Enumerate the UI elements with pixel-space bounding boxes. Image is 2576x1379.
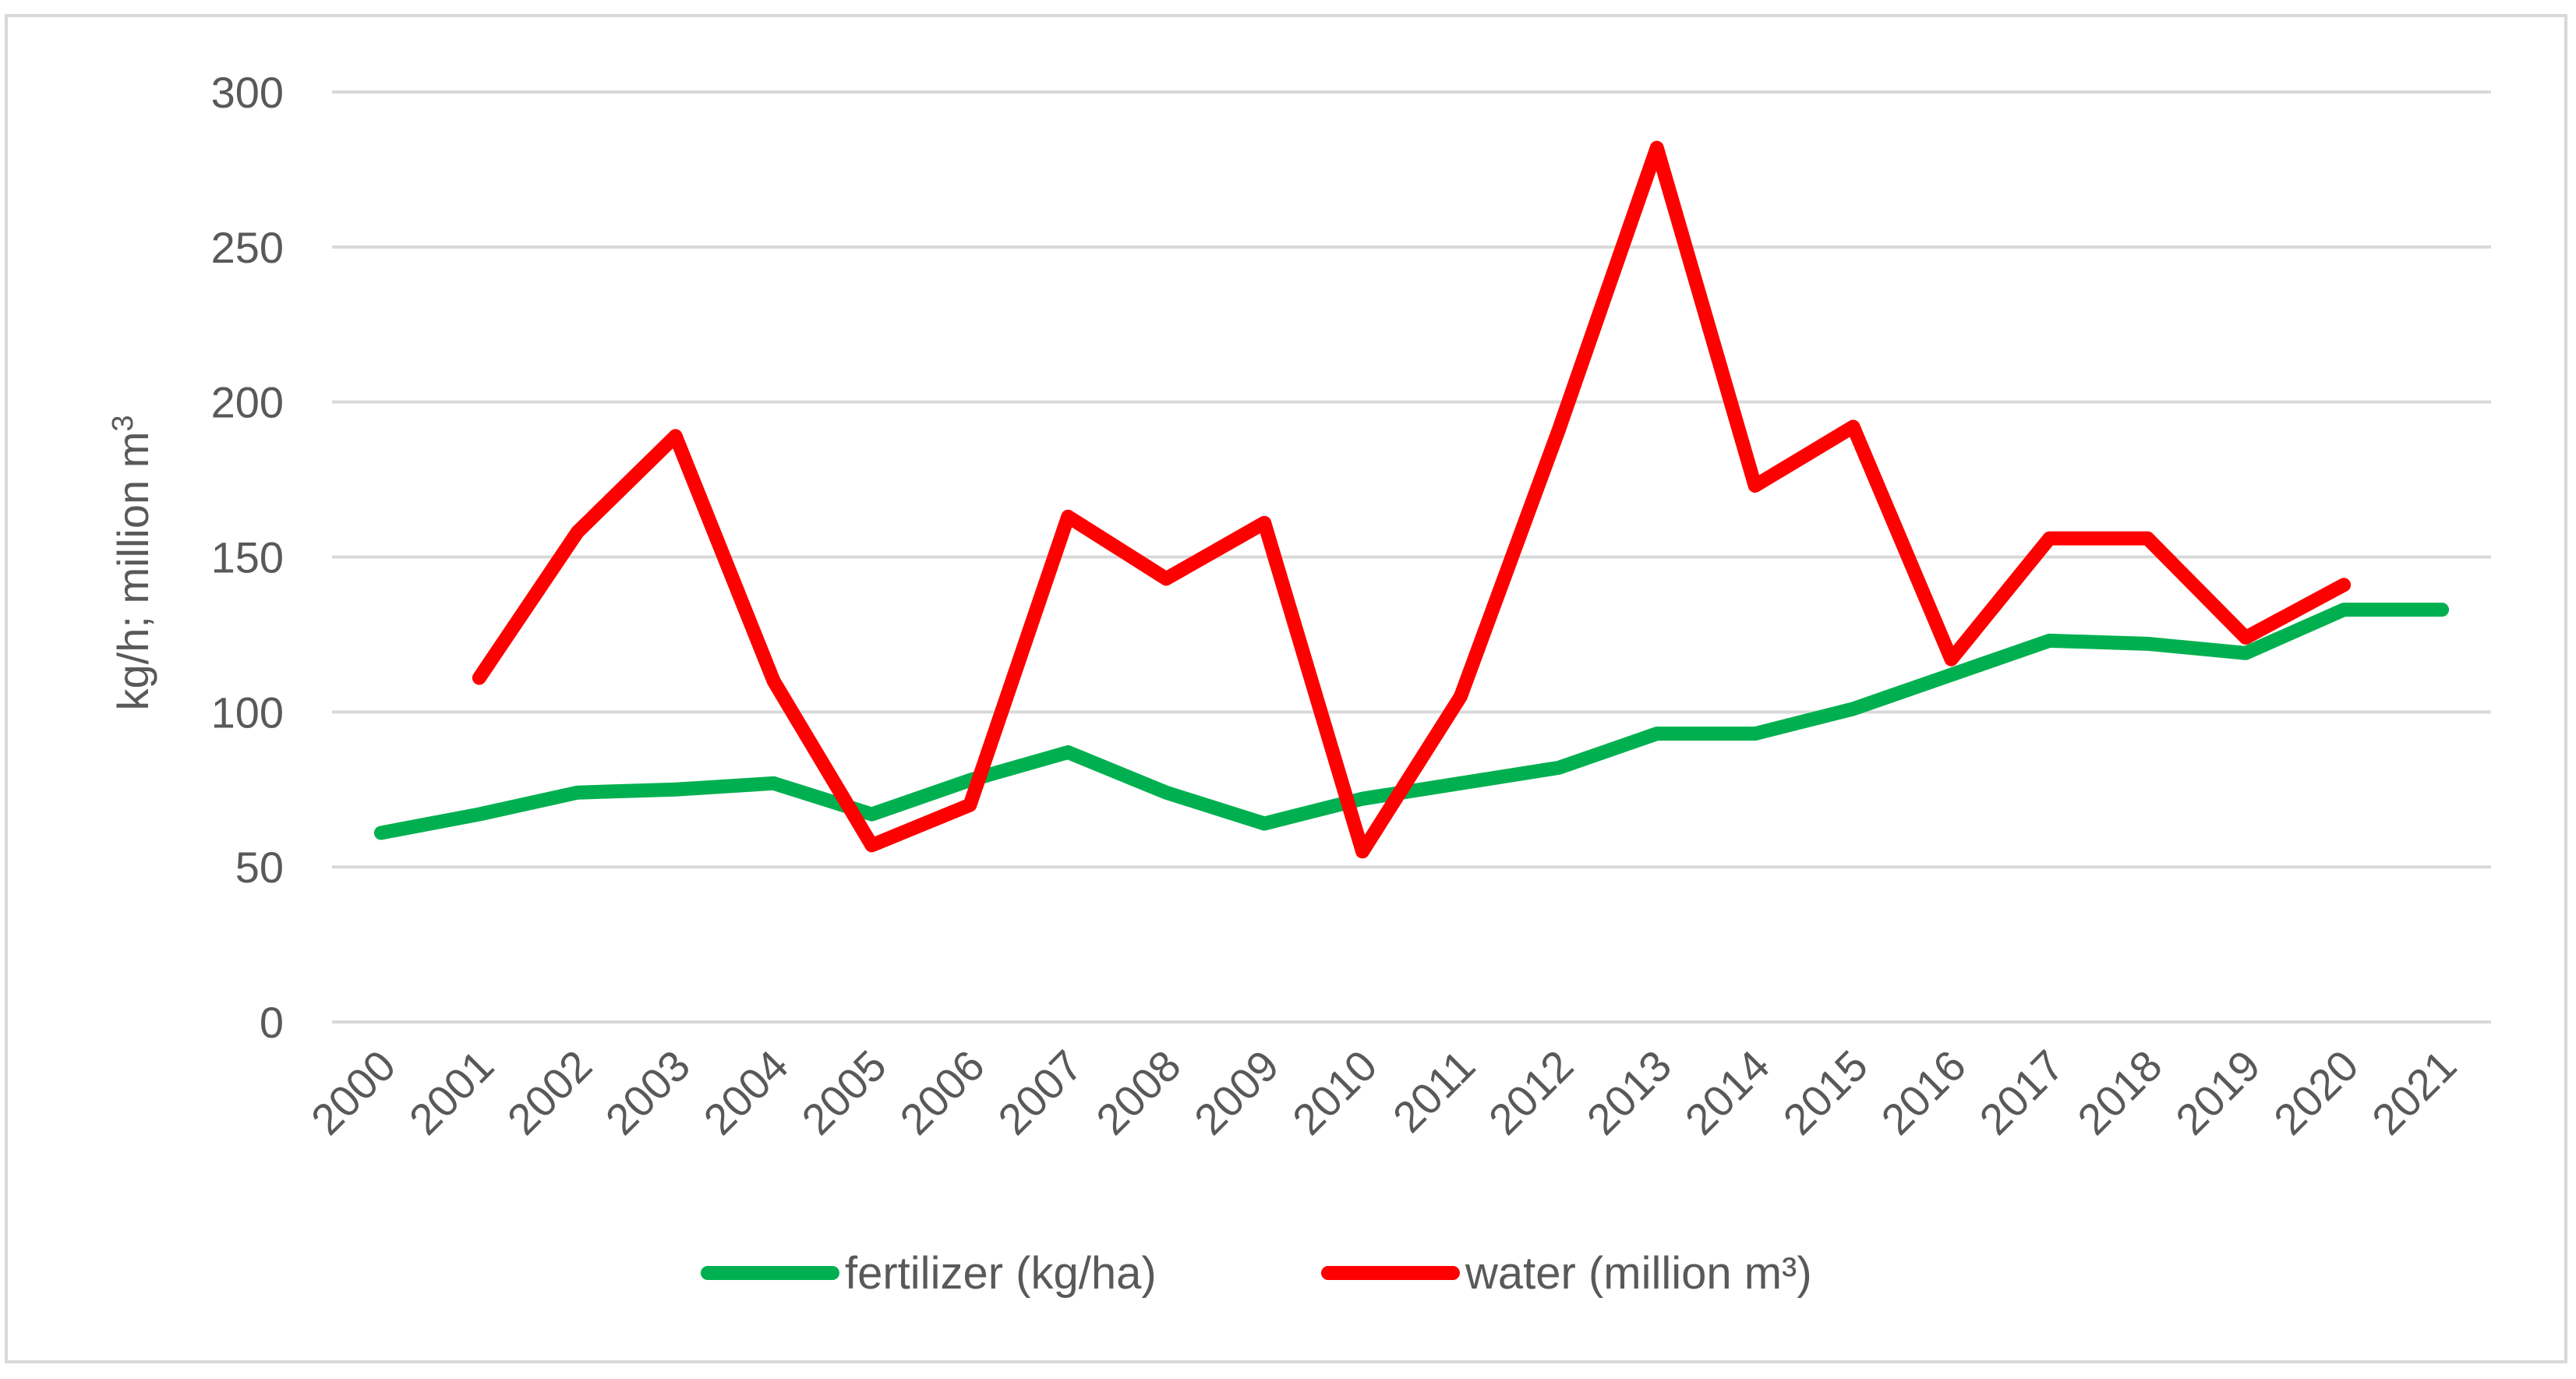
x-tick-label: 2017: [1970, 1041, 2073, 1144]
legend: fertilizer (kg/ha) water (million m³): [701, 1248, 1812, 1299]
x-tick-label: 2014: [1676, 1041, 1779, 1144]
x-tick-label: 2002: [498, 1041, 602, 1144]
x-tick-label: 2007: [988, 1041, 1092, 1144]
x-tick-label: 2015: [1773, 1041, 1877, 1144]
x-tick-label: 2012: [1479, 1041, 1583, 1144]
x-tick-label: 2005: [792, 1041, 896, 1144]
series-line-fertilizer: [373, 603, 2450, 840]
x-tick-label: 2000: [302, 1041, 405, 1144]
x-axis-ticks: 2000200120022003200420052006200720082009…: [302, 1041, 2466, 1144]
y-tick-label: 300: [211, 68, 284, 117]
y-tick-label: 0: [260, 998, 284, 1047]
legend-label: fertilizer (kg/ha): [845, 1248, 1157, 1299]
y-tick-label: 250: [211, 223, 284, 272]
x-tick-label: 2013: [1578, 1041, 1681, 1144]
x-tick-label: 2020: [2264, 1041, 2368, 1144]
series-line-water: [472, 140, 2352, 859]
x-tick-label: 2001: [400, 1041, 504, 1144]
chart-frame: 0 50 100 150 200 250 300 2000 2001 2002 2003 2004 2…: [5, 14, 2567, 1363]
y-tick-label: 50: [235, 843, 284, 892]
x-tick-label: 2011: [1383, 1041, 1485, 1142]
x-tick-label: 2019: [2166, 1041, 2270, 1144]
x-tick-label: 2018: [2068, 1041, 2171, 1144]
x-tick-label: 2006: [890, 1041, 994, 1144]
y-tick-label: 100: [211, 688, 284, 737]
x-tick-label: 2004: [694, 1041, 797, 1144]
x-tick-label: 2003: [596, 1041, 700, 1144]
x-tick-label: 2008: [1087, 1041, 1190, 1144]
gridlines: [332, 90, 2491, 1024]
x-tick-label: 2016: [1871, 1041, 1975, 1144]
y-axis-title: kg/h; million m3: [107, 415, 157, 710]
y-tick-label: 200: [211, 378, 284, 427]
x-tick-label: 2009: [1185, 1041, 1288, 1144]
y-tick-label: 150: [211, 533, 284, 582]
y-axis-ticks: 0 50 100 150 200 250 300: [211, 68, 284, 1047]
legend-label: water (million m³): [1465, 1248, 1812, 1299]
x-tick-label: 2021: [2362, 1041, 2466, 1144]
series-lines: [373, 140, 2450, 859]
x-tick-label: 2010: [1283, 1041, 1387, 1144]
